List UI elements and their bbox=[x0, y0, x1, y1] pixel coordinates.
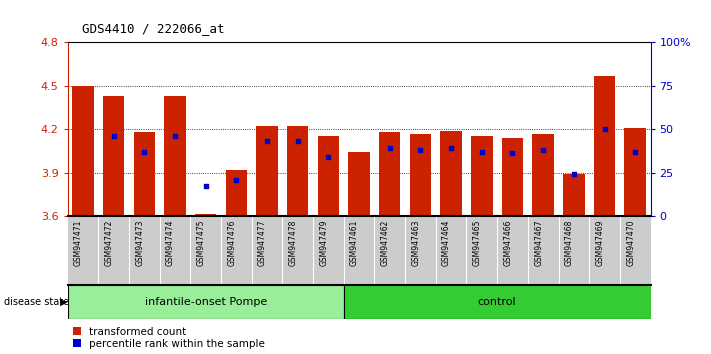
Bar bbox=[318, 136, 339, 216]
Text: GSM947463: GSM947463 bbox=[412, 219, 420, 266]
Text: GSM947476: GSM947476 bbox=[228, 219, 236, 266]
Point bbox=[323, 154, 334, 160]
Bar bbox=[471, 136, 493, 216]
Text: GSM947471: GSM947471 bbox=[74, 219, 83, 266]
Text: GSM947464: GSM947464 bbox=[442, 219, 451, 266]
Bar bbox=[195, 215, 216, 216]
Point bbox=[568, 171, 579, 177]
Point bbox=[599, 126, 610, 132]
Text: GSM947468: GSM947468 bbox=[565, 219, 574, 266]
Bar bbox=[533, 133, 554, 216]
Bar bbox=[103, 96, 124, 216]
Text: GSM947477: GSM947477 bbox=[258, 219, 267, 266]
Point bbox=[292, 138, 304, 144]
Text: GSM947465: GSM947465 bbox=[473, 219, 482, 266]
Point bbox=[200, 184, 211, 189]
Bar bbox=[379, 132, 400, 216]
Bar bbox=[225, 170, 247, 216]
Text: control: control bbox=[478, 297, 516, 307]
Bar bbox=[256, 126, 278, 216]
Bar bbox=[343, 285, 651, 319]
Bar bbox=[287, 126, 309, 216]
Text: GSM947462: GSM947462 bbox=[380, 219, 390, 266]
Point bbox=[262, 138, 273, 144]
Text: infantile-onset Pompe: infantile-onset Pompe bbox=[144, 297, 267, 307]
Text: ▶: ▶ bbox=[60, 297, 68, 307]
Bar bbox=[164, 96, 186, 216]
Bar bbox=[68, 285, 343, 319]
Point bbox=[445, 145, 456, 151]
Text: GSM947461: GSM947461 bbox=[350, 219, 359, 266]
Point bbox=[538, 147, 549, 153]
Bar bbox=[72, 86, 94, 216]
Point bbox=[230, 177, 242, 182]
Bar bbox=[134, 132, 155, 216]
Text: GSM947478: GSM947478 bbox=[289, 219, 298, 266]
Text: GSM947473: GSM947473 bbox=[135, 219, 144, 266]
Legend: transformed count, percentile rank within the sample: transformed count, percentile rank withi… bbox=[73, 327, 265, 349]
Point bbox=[629, 149, 641, 155]
Point bbox=[139, 149, 150, 155]
Point bbox=[507, 151, 518, 156]
Text: GSM947467: GSM947467 bbox=[534, 219, 543, 266]
Text: GSM947469: GSM947469 bbox=[596, 219, 604, 266]
Text: GSM947475: GSM947475 bbox=[197, 219, 205, 266]
Text: GSM947470: GSM947470 bbox=[626, 219, 635, 266]
Bar bbox=[348, 152, 370, 216]
Point bbox=[384, 145, 395, 151]
Bar bbox=[502, 138, 523, 216]
Bar bbox=[563, 174, 584, 216]
Text: GSM947474: GSM947474 bbox=[166, 219, 175, 266]
Bar bbox=[440, 131, 462, 216]
Text: GSM947466: GSM947466 bbox=[503, 219, 513, 266]
Bar bbox=[624, 128, 646, 216]
Point bbox=[108, 133, 119, 139]
Point bbox=[415, 147, 426, 153]
Bar bbox=[594, 76, 615, 216]
Bar bbox=[410, 133, 431, 216]
Point bbox=[476, 149, 488, 155]
Point bbox=[169, 133, 181, 139]
Text: disease state: disease state bbox=[4, 297, 69, 307]
Text: GDS4410 / 222066_at: GDS4410 / 222066_at bbox=[82, 22, 224, 35]
Text: GSM947479: GSM947479 bbox=[319, 219, 328, 266]
Text: GSM947472: GSM947472 bbox=[105, 219, 114, 266]
